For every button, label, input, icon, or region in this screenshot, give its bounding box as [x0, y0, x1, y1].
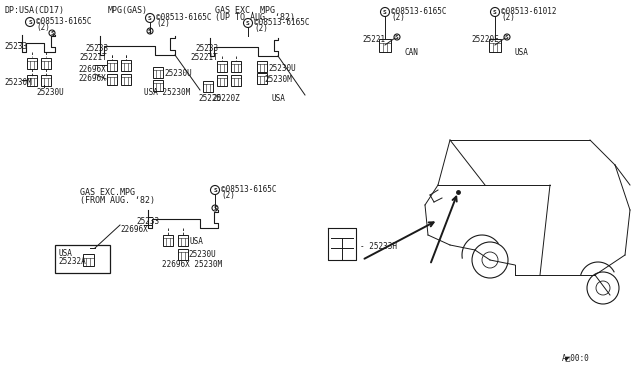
Text: S: S: [395, 35, 399, 39]
Bar: [153, 67, 163, 77]
Text: 25230M: 25230M: [4, 78, 32, 87]
Text: 25230U: 25230U: [268, 64, 296, 73]
Bar: [231, 74, 241, 86]
Bar: [257, 61, 267, 71]
Text: S: S: [28, 19, 32, 25]
Text: 25221T: 25221T: [79, 53, 107, 62]
Text: 25230U: 25230U: [36, 88, 64, 97]
Bar: [27, 74, 37, 86]
Text: (2): (2): [221, 191, 235, 200]
Text: (UP TO AUG. ‘82): (UP TO AUG. ‘82): [215, 13, 295, 22]
Text: (FROM AUG. ‘82): (FROM AUG. ‘82): [80, 196, 155, 205]
Text: ©08513-6165C: ©08513-6165C: [156, 13, 211, 22]
Bar: [121, 74, 131, 84]
Bar: [257, 73, 267, 83]
Text: 25233: 25233: [195, 44, 218, 53]
Text: S: S: [493, 10, 497, 15]
Text: S: S: [213, 187, 217, 192]
Bar: [41, 74, 51, 86]
Text: 25220E: 25220E: [471, 35, 499, 44]
Bar: [83, 254, 93, 266]
Text: USA: USA: [58, 249, 72, 258]
Text: GAS EXC.MPG: GAS EXC.MPG: [80, 188, 135, 197]
Bar: [217, 74, 227, 86]
Text: S: S: [148, 16, 152, 20]
Text: S: S: [148, 29, 152, 33]
Text: USA: USA: [272, 94, 286, 103]
Text: 25233: 25233: [4, 42, 27, 51]
Bar: [153, 80, 163, 90]
Text: S: S: [50, 31, 54, 35]
Bar: [489, 38, 501, 51]
Text: ©08513-6165C: ©08513-6165C: [36, 17, 92, 26]
Text: MPG(GAS): MPG(GAS): [108, 6, 148, 15]
Bar: [178, 234, 188, 246]
Text: 25230U: 25230U: [164, 69, 192, 78]
Text: 25233: 25233: [85, 44, 108, 53]
Text: 25221: 25221: [362, 35, 385, 44]
Text: 25233: 25233: [136, 217, 159, 226]
Text: 25230M: 25230M: [264, 75, 292, 84]
Bar: [178, 248, 188, 260]
Bar: [107, 60, 117, 71]
Text: ©08513-6165C: ©08513-6165C: [221, 185, 276, 194]
Bar: [217, 61, 227, 71]
Text: (2): (2): [254, 24, 268, 33]
Text: 25220Z: 25220Z: [212, 94, 240, 103]
Text: 22696X: 22696X: [78, 74, 106, 83]
Text: (2): (2): [36, 23, 50, 32]
Text: USA 25230M: USA 25230M: [144, 88, 190, 97]
Bar: [27, 58, 37, 68]
Text: S: S: [213, 205, 217, 211]
Text: (2): (2): [501, 13, 515, 22]
Text: ©08513-6165C: ©08513-6165C: [391, 7, 447, 16]
Bar: [55, 245, 110, 273]
Text: (2): (2): [156, 19, 170, 28]
Text: 25220: 25220: [198, 94, 221, 103]
Text: 25232A: 25232A: [58, 257, 86, 266]
Text: ©08513-61012: ©08513-61012: [501, 7, 557, 16]
Text: DP:USA(CD17): DP:USA(CD17): [4, 6, 64, 15]
Text: S: S: [505, 35, 509, 39]
Text: 25230U: 25230U: [188, 250, 216, 259]
Bar: [121, 60, 131, 71]
Bar: [107, 74, 117, 84]
Text: (2): (2): [391, 13, 405, 22]
Text: USA: USA: [515, 48, 529, 57]
Text: GAS EXC. MPG: GAS EXC. MPG: [215, 6, 275, 15]
Text: 22696X: 22696X: [78, 65, 106, 74]
Text: 22696X: 22696X: [120, 225, 148, 234]
Bar: [203, 80, 213, 92]
Text: CAN: CAN: [405, 48, 419, 57]
Text: A◩00:0: A◩00:0: [563, 353, 590, 362]
Text: 25221T: 25221T: [190, 53, 218, 62]
Text: - 25233H: - 25233H: [360, 242, 397, 251]
Bar: [231, 61, 241, 71]
Bar: [163, 234, 173, 246]
Text: ©08513-6165C: ©08513-6165C: [254, 18, 310, 27]
Bar: [41, 58, 51, 68]
Text: S: S: [383, 10, 387, 15]
Text: S: S: [246, 20, 250, 26]
Text: 22696X 25230M: 22696X 25230M: [162, 260, 222, 269]
Text: USA: USA: [190, 237, 204, 246]
Bar: [379, 38, 391, 51]
